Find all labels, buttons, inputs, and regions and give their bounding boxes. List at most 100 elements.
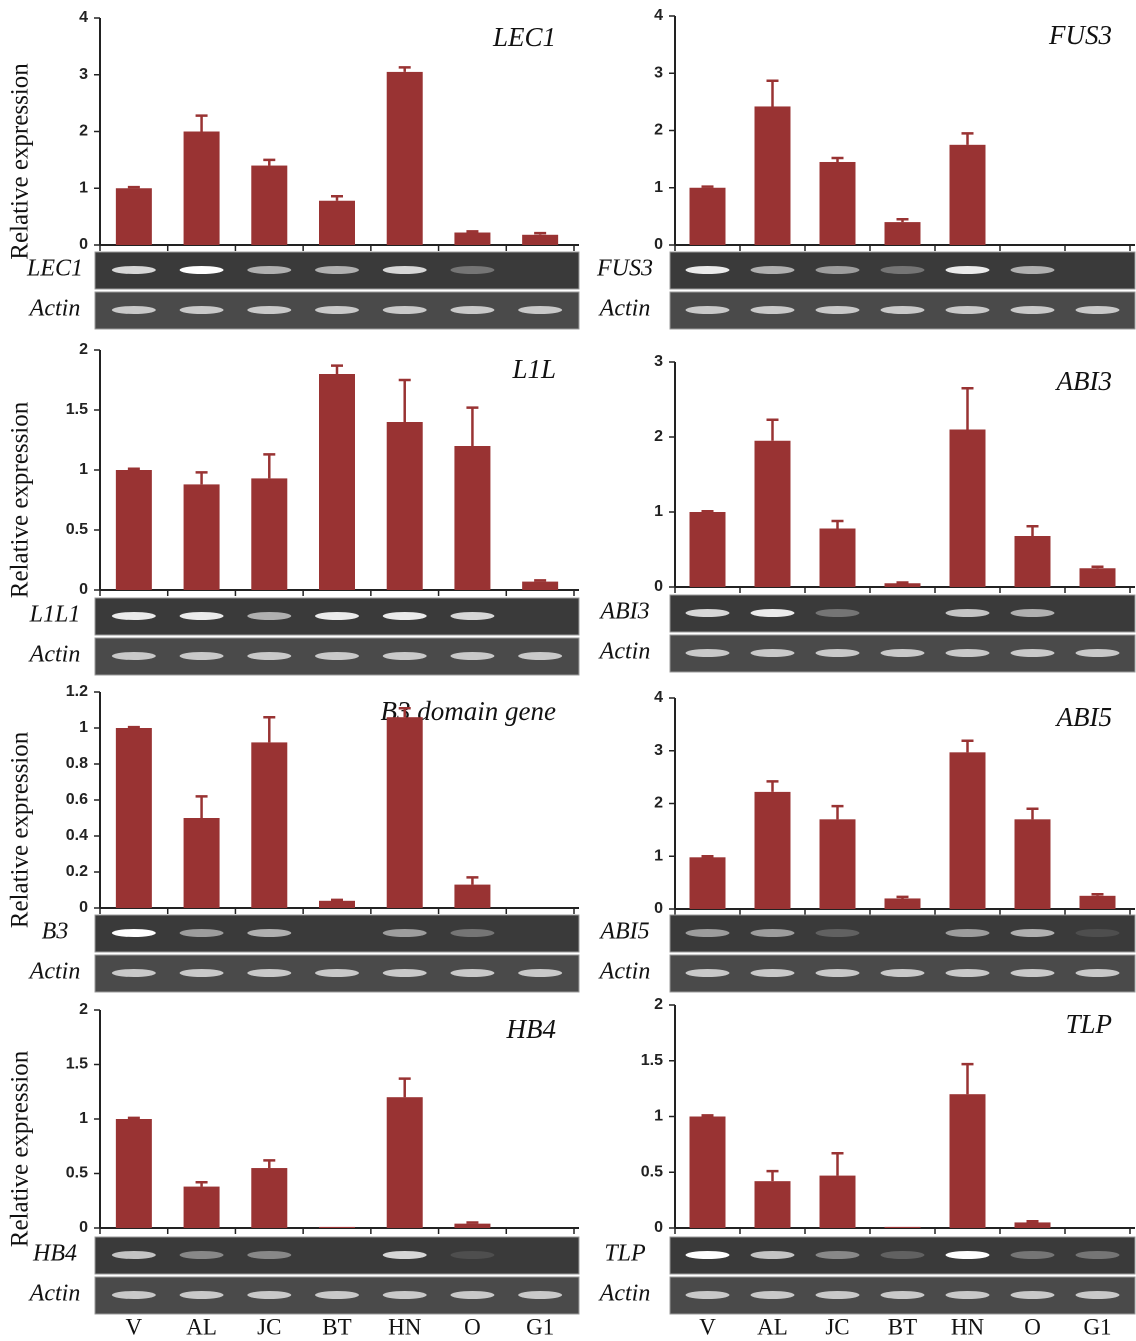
gel-band <box>816 929 860 937</box>
gel-band <box>383 612 427 620</box>
bar <box>690 188 726 245</box>
y-tick-label: 0 <box>79 899 88 916</box>
gel-band <box>247 1291 291 1299</box>
gel-band <box>247 306 291 314</box>
y-tick-label: 2 <box>79 1001 88 1018</box>
gel-band <box>1076 649 1120 657</box>
gel-band <box>112 612 156 620</box>
gel-band <box>881 1251 925 1259</box>
bar <box>950 1094 986 1228</box>
y-tick-label: 3 <box>654 64 663 81</box>
gel-band <box>180 1251 224 1259</box>
gel-band <box>383 266 427 274</box>
gel-band <box>112 306 156 314</box>
bar <box>950 752 986 909</box>
gel-band <box>450 929 494 937</box>
gel-band <box>946 266 990 274</box>
y-tick-label: 1.5 <box>66 401 88 418</box>
gel-band <box>247 652 291 660</box>
gel-label: B3 <box>42 919 69 945</box>
gel-label: Actin <box>598 296 651 322</box>
error-bar <box>832 521 844 529</box>
y-tick-label: 0 <box>79 581 88 598</box>
gel-band <box>1011 1291 1055 1299</box>
bar <box>319 201 355 245</box>
gel-band <box>383 306 427 314</box>
bar <box>690 512 726 587</box>
bar <box>116 1119 152 1228</box>
y-tick-label: 2 <box>654 795 663 812</box>
y-axis-label: Relative expression <box>7 731 34 928</box>
gel-band <box>1076 1291 1120 1299</box>
error-bar <box>962 1064 974 1094</box>
error-bar <box>702 1115 714 1116</box>
bar <box>319 374 355 590</box>
bar <box>251 742 287 908</box>
error-bar <box>832 1153 844 1175</box>
error-bar <box>128 1118 140 1119</box>
x-tick-label: JC <box>825 1314 849 1339</box>
gel-band <box>518 306 562 314</box>
gel-band <box>686 266 730 274</box>
x-tick-label: O <box>1024 1314 1041 1339</box>
gel-band <box>383 1251 427 1259</box>
gel-band <box>450 969 494 977</box>
error-bar <box>399 1079 411 1098</box>
bar <box>116 188 152 245</box>
y-tick-label: 1.2 <box>66 683 88 700</box>
bar <box>454 233 490 245</box>
gel-image <box>670 915 1135 952</box>
gel-band <box>112 969 156 977</box>
error-bar <box>263 454 275 478</box>
error-bar <box>1092 567 1104 569</box>
error-bar <box>702 511 714 512</box>
gel-band <box>518 652 562 660</box>
bar <box>885 898 921 909</box>
gel-band <box>450 1251 494 1259</box>
gel-band <box>247 969 291 977</box>
y-tick-label: 1 <box>79 719 88 736</box>
y-tick-label: 2 <box>654 122 663 139</box>
error-bar <box>399 380 411 422</box>
gel-label: Actin <box>28 642 81 668</box>
bar <box>1015 536 1051 587</box>
bar <box>184 484 220 590</box>
gel-band <box>1076 1251 1120 1259</box>
error-bar <box>196 1182 208 1186</box>
bar <box>116 728 152 908</box>
gel-band <box>881 266 925 274</box>
bar <box>387 717 423 908</box>
y-tick-label: 0 <box>79 1219 88 1236</box>
gel-band <box>686 609 730 617</box>
bar <box>1015 819 1051 909</box>
y-tick-label: 1 <box>654 503 663 520</box>
y-tick-label: 0 <box>79 236 88 253</box>
gel-band <box>686 306 730 314</box>
gel-band <box>450 266 494 274</box>
bar <box>387 422 423 590</box>
gel-band <box>450 652 494 660</box>
gel-band <box>751 266 795 274</box>
gel-label: Actin <box>598 959 651 985</box>
gel-band <box>315 969 359 977</box>
gel-label: ABI3 <box>598 599 649 625</box>
error-bar <box>897 897 909 899</box>
gel-band <box>180 652 224 660</box>
gel-band <box>112 652 156 660</box>
gel-band <box>180 969 224 977</box>
y-tick-label: 4 <box>79 9 88 26</box>
bar <box>1080 568 1116 587</box>
bar <box>820 162 856 245</box>
y-tick-label: 4 <box>654 7 663 24</box>
gel-band <box>247 1251 291 1259</box>
error-bar <box>128 727 140 728</box>
error-bar <box>767 81 779 107</box>
gel-band <box>180 1291 224 1299</box>
y-tick-label: 3 <box>654 742 663 759</box>
y-tick-label: 1.5 <box>66 1056 88 1073</box>
gel-label: FUS3 <box>596 256 653 282</box>
y-tick-label: 0.5 <box>66 521 88 538</box>
gel-band <box>946 649 990 657</box>
gel-band <box>946 1291 990 1299</box>
gel-band <box>112 266 156 274</box>
